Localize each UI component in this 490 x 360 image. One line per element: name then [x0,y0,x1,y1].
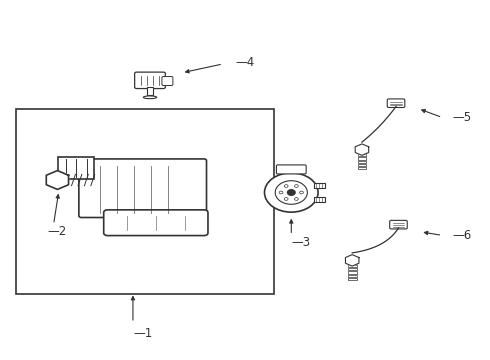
Polygon shape [46,171,69,189]
FancyBboxPatch shape [390,220,407,229]
Bar [358,167,367,169]
Text: —3: —3 [291,236,310,249]
Circle shape [294,198,298,201]
Text: —6: —6 [452,229,471,242]
Polygon shape [345,255,359,266]
Bar [348,262,357,264]
Bar [58,157,94,179]
Circle shape [294,185,298,188]
FancyBboxPatch shape [387,99,405,108]
Text: —5: —5 [452,111,471,124]
Text: —1: —1 [133,327,152,340]
FancyBboxPatch shape [79,159,206,217]
Circle shape [275,181,307,204]
Circle shape [284,185,288,188]
Bar [358,161,367,163]
FancyBboxPatch shape [162,77,173,85]
Circle shape [287,190,295,195]
FancyBboxPatch shape [276,165,306,174]
Bar [348,275,357,277]
Circle shape [265,173,318,212]
Bar [358,164,367,166]
Circle shape [279,191,283,194]
Bar [348,268,357,270]
Bar [16,109,274,294]
FancyBboxPatch shape [135,72,165,89]
Bar [358,157,367,159]
Bar [358,154,367,157]
Circle shape [299,191,303,194]
Bar [314,183,325,188]
Bar [348,278,357,280]
Text: —2: —2 [48,225,67,238]
Bar [348,271,357,274]
Bar [348,265,357,267]
Bar [314,197,325,202]
Bar [147,87,153,95]
Bar [358,151,367,153]
Text: —4: —4 [235,55,254,69]
Ellipse shape [143,96,157,99]
Circle shape [284,198,288,201]
FancyBboxPatch shape [104,210,208,235]
Polygon shape [355,144,368,156]
